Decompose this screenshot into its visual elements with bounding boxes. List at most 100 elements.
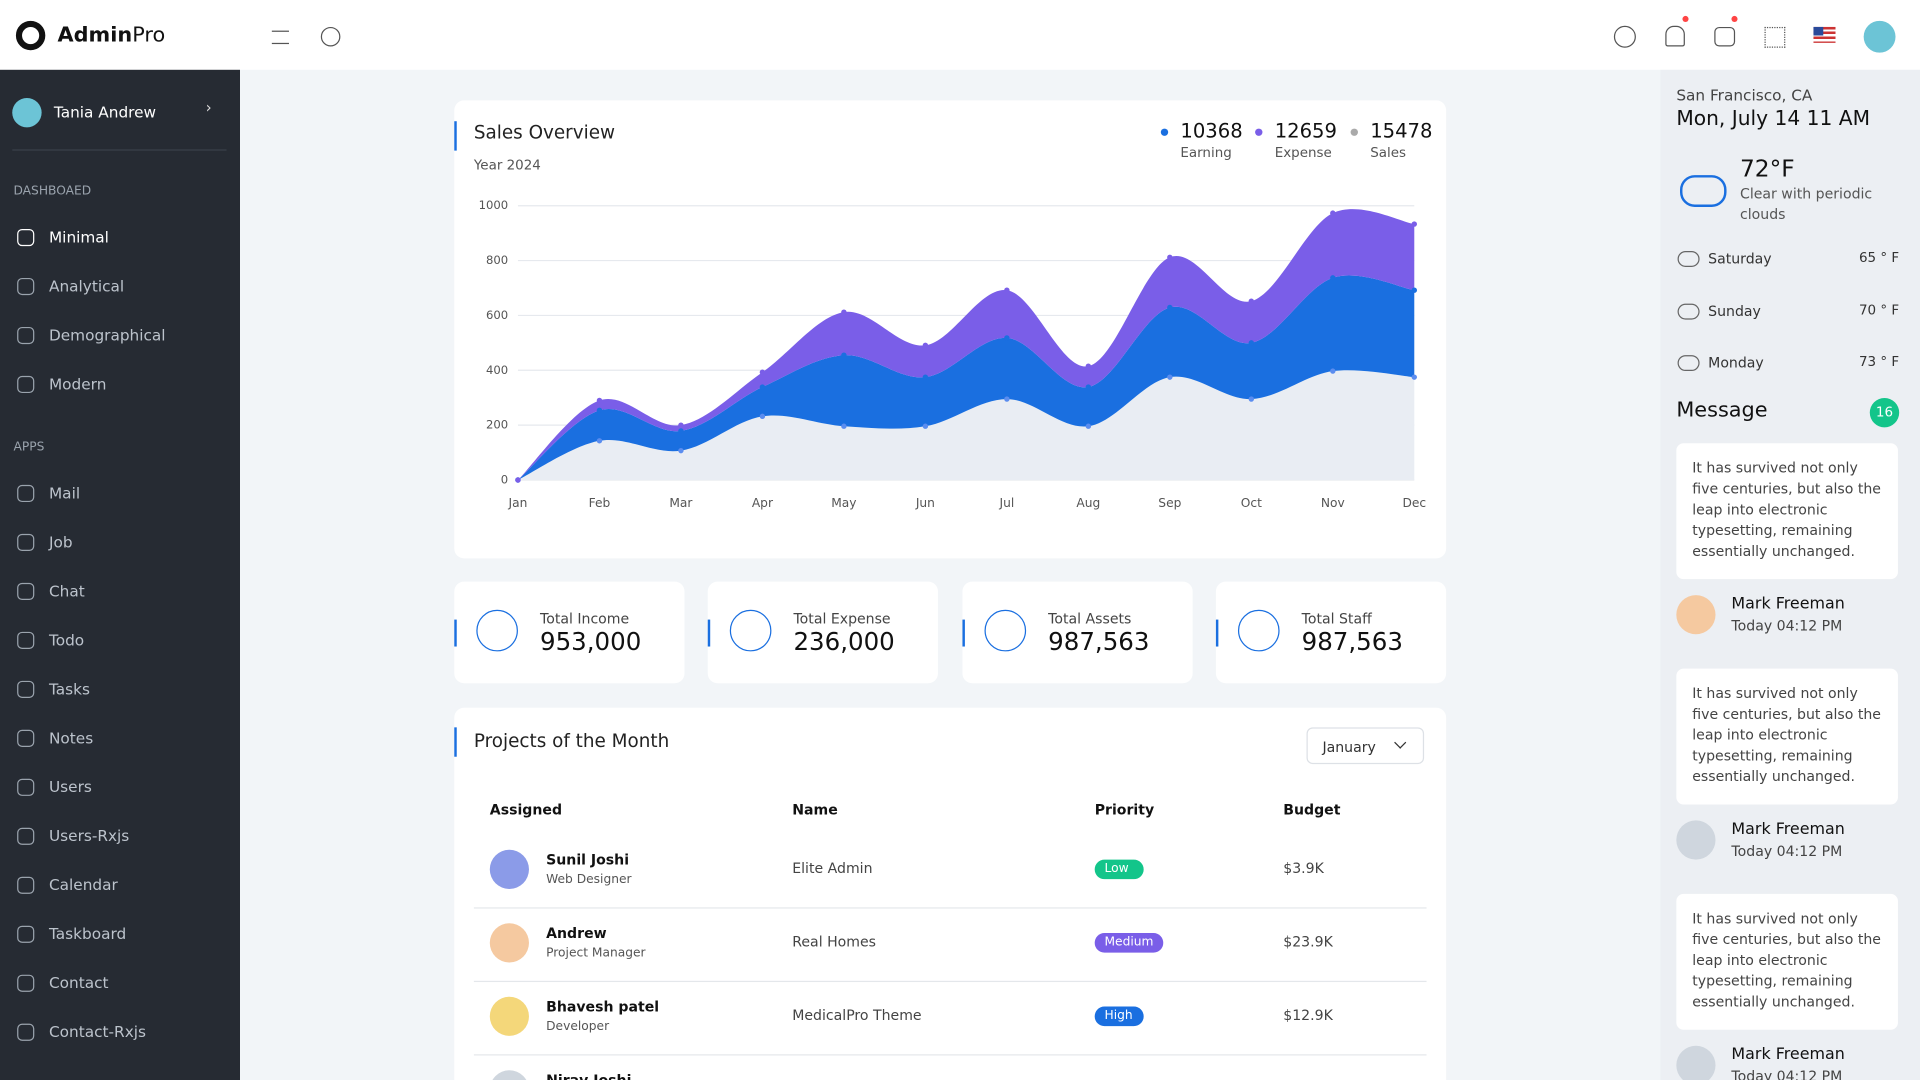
datetime: Mon, July 14 11 AM: [1676, 106, 1871, 130]
nav-item[interactable]: Modern: [48, 374, 107, 394]
notifications[interactable]: [1665, 25, 1685, 47]
data-point: [922, 342, 929, 349]
priority-badge: Low: [1094, 859, 1144, 880]
budget: $12.9K: [1283, 1006, 1333, 1024]
stat-value: 987,563: [1048, 626, 1150, 657]
forecast-temp: 65 ° F: [1858, 249, 1900, 266]
x-tick-label: Jun: [915, 496, 935, 510]
data-point: [1411, 221, 1417, 227]
assignee-name: Bhavesh patel: [546, 997, 660, 1016]
nav-item[interactable]: Chat: [48, 581, 85, 600]
data-point: [841, 352, 847, 358]
author-name[interactable]: Mark Freeman: [1731, 595, 1845, 614]
x-tick-label: Jul: [998, 496, 1014, 510]
nav-item[interactable]: Taskboard: [48, 924, 127, 943]
messages-button[interactable]: [1714, 26, 1736, 47]
x-tick-label: Feb: [589, 496, 611, 510]
x-tick-label: Jan: [508, 496, 528, 510]
chevron[interactable]: ›: [205, 99, 212, 117]
language-flag[interactable]: [1813, 26, 1836, 43]
nav-item[interactable]: Contact-Rxjs: [48, 1022, 146, 1041]
right-panel: San Francisco, CA Mon, July 14 11 AM 72°…: [1660, 69, 1920, 1080]
x-tick-label: Sep: [1158, 496, 1181, 510]
project-name: Elite Admin: [792, 859, 873, 877]
legend-label: Earning: [1180, 146, 1231, 161]
assignee-name: Sunil Joshi: [546, 851, 630, 869]
nav-item[interactable]: Contact: [48, 973, 109, 992]
select-value: January: [1322, 738, 1376, 756]
messages-title: Message: [1676, 397, 1768, 423]
message-text: It has survived not only five centuries,…: [1692, 459, 1881, 560]
nav-item[interactable]: Mail: [48, 483, 81, 503]
accent-bar: [1215, 619, 1219, 647]
nav-icon: [17, 375, 35, 394]
nav-item[interactable]: Users-Rxjs: [48, 826, 130, 845]
avatar: [489, 996, 529, 1036]
x-tick-label: Nov: [1321, 496, 1345, 510]
weather-icon: [1680, 175, 1727, 207]
top-bar: AdminPro: [0, 0, 1920, 70]
apps-button[interactable]: [1764, 26, 1786, 48]
accent-bar: [454, 727, 457, 757]
weather-desc: Clear with periodic clouds: [1740, 184, 1873, 223]
section-header: DASHBOAED: [13, 184, 92, 199]
stat-card: Total Staff 987,563: [1215, 581, 1447, 684]
data-point: [1167, 304, 1173, 311]
logo-icon: [15, 20, 46, 51]
data-point: [596, 407, 603, 414]
badge-dot: [1682, 15, 1689, 23]
month-select[interactable]: January: [1306, 727, 1425, 765]
search-button[interactable]: [320, 26, 341, 47]
nav-icon: [17, 778, 35, 796]
data-point: [759, 413, 766, 420]
message-text: It has survived not only five centuries,…: [1692, 684, 1881, 785]
profile-avatar[interactable]: [1863, 20, 1896, 53]
assignee-role: Developer: [546, 1020, 610, 1034]
legend-total: 10368: [1180, 120, 1242, 143]
accent-bar: [707, 619, 711, 647]
nav-item[interactable]: Tasks: [48, 679, 90, 698]
stat-icon: [476, 609, 518, 652]
user-name[interactable]: Tania Andrew: [53, 102, 157, 122]
x-tick-label: Oct: [1241, 496, 1262, 510]
stat-label: Total Staff: [1301, 609, 1372, 627]
nav-item[interactable]: Job: [48, 532, 73, 552]
forecast-temp: 70 ° F: [1858, 301, 1900, 318]
projects-card: Projects of the Month January Assigned Na…: [454, 707, 1447, 1080]
data-point: [922, 374, 929, 380]
author-name[interactable]: Mark Freeman: [1731, 820, 1845, 839]
area: [517, 370, 1415, 480]
data-point: [1085, 423, 1092, 429]
row-divider: [473, 1054, 1427, 1056]
stat-label: Total Assets: [1048, 609, 1132, 627]
section-header: APPS: [13, 440, 45, 455]
nav-item[interactable]: Minimal: [48, 227, 109, 247]
stat-value: 987,563: [1301, 626, 1403, 657]
nav-item[interactable]: Notes: [48, 728, 94, 747]
nav-item[interactable]: Calendar: [48, 875, 118, 894]
menu-button[interactable]: [271, 30, 289, 45]
stat-icon: [729, 609, 772, 652]
nav-item[interactable]: Analytical: [48, 276, 125, 296]
data-point: [1167, 374, 1173, 380]
author-name[interactable]: Mark Freeman: [1731, 1045, 1845, 1065]
badge-dot: [1731, 15, 1738, 23]
y-tick-label: 800: [486, 253, 508, 267]
nav-item[interactable]: Todo: [48, 630, 85, 649]
area: [517, 209, 1415, 480]
nav-icon: [17, 680, 35, 698]
data-point: [678, 447, 684, 454]
user-avatar: [12, 97, 42, 128]
nav-icon: [17, 326, 35, 345]
location: San Francisco, CA: [1676, 85, 1813, 105]
data-point: [1248, 396, 1255, 402]
nav-item[interactable]: Users: [48, 777, 92, 796]
y-tick-label: 0: [501, 473, 508, 487]
logo: AdminPro: [58, 23, 166, 47]
nav-item[interactable]: Demographical: [48, 325, 166, 345]
column-header: Assigned: [489, 800, 563, 818]
legend-total: 15478: [1370, 120, 1432, 143]
message-time: Today 04:12 PM: [1731, 617, 1843, 635]
theme-toggle[interactable]: [1613, 25, 1636, 48]
data-point: [1085, 384, 1092, 390]
